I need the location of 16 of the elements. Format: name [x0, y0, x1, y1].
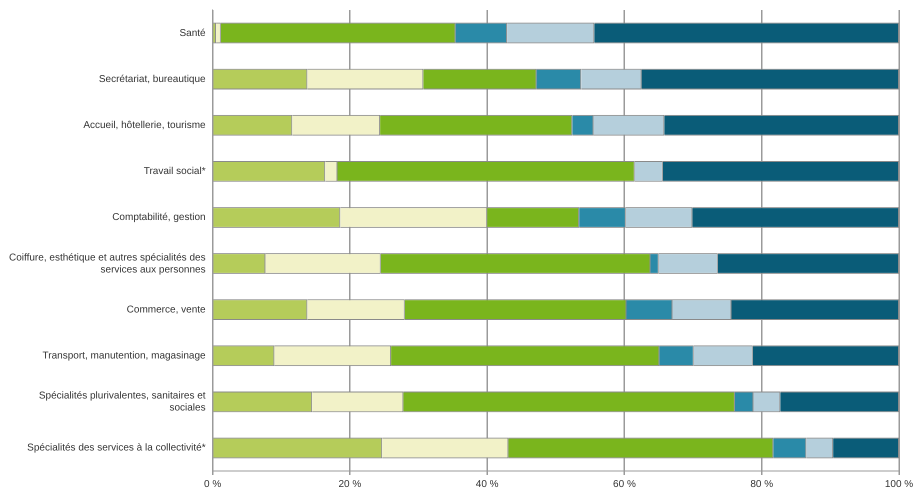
y-tick-label: Transport, manutention, magasinage	[42, 350, 206, 362]
y-tick-label: Spécialités plurivalentes, sanitaires et sociales	[38, 390, 206, 414]
x-tick-label: 40 %	[476, 478, 499, 490]
x-tick-label: 20 %	[338, 478, 362, 490]
y-tick-label: Santé	[179, 28, 206, 39]
y-tick-label: Comptabilité, gestion	[112, 212, 206, 224]
y-tick-label: Travail social*	[144, 166, 206, 178]
x-tick-label: 80 %	[750, 478, 774, 490]
y-tick-label: Secrétariat, bureautique	[98, 74, 206, 85]
y-tick-label: Coiffure, esthétique et autres spécialités des services aux personnes	[8, 252, 206, 276]
y-tick-label: Accueil, hôtellerie, tourisme	[83, 120, 206, 131]
x-tick-label: 0 %	[204, 478, 222, 490]
y-tick-label: Commerce, vente	[126, 304, 206, 316]
x-tick-label: 60 %	[613, 478, 636, 490]
y-tick-label: Spécialités des services à la collectivité*	[27, 442, 206, 454]
x-tick-label: 100 %	[884, 478, 914, 490]
